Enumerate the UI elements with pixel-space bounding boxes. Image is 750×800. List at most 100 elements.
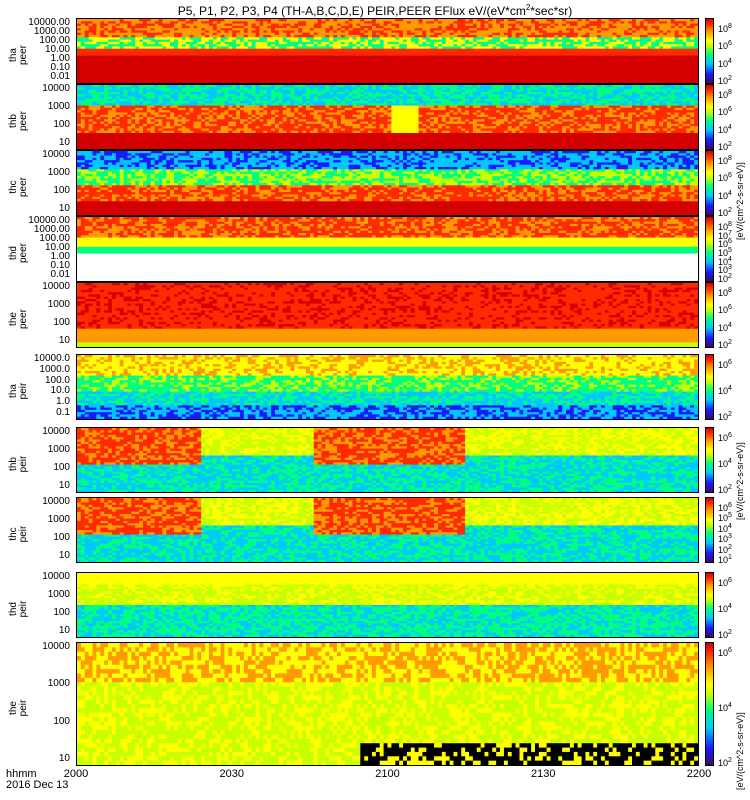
colorbar-tick-label: 102 bbox=[718, 206, 732, 218]
colorbar bbox=[705, 427, 714, 493]
colorbar-tick-label: 106 bbox=[718, 105, 732, 117]
colorbar bbox=[705, 497, 714, 563]
spectrogram-image bbox=[77, 428, 698, 492]
y-tick-label: 1.00 bbox=[51, 252, 70, 262]
y-tick-label: 1000 bbox=[48, 679, 70, 689]
y-tick-label: 100.00 bbox=[39, 36, 70, 46]
y-tick-label: 100 bbox=[53, 533, 70, 543]
y-tick-label: 1.0 bbox=[56, 397, 70, 407]
x-tick-label: 2100 bbox=[375, 768, 399, 780]
y-tick-label: 10000 bbox=[42, 84, 70, 94]
colorbar-tick-label: 108 bbox=[718, 154, 732, 166]
colorbar-tick-label: 106 bbox=[718, 237, 732, 249]
colorbar-tick-label: 104 bbox=[718, 321, 732, 333]
colorbar-tick-label: 104 bbox=[718, 384, 732, 396]
colorbar-tick-label: 106 bbox=[718, 576, 732, 588]
y-axis-label: tha peir bbox=[8, 376, 29, 406]
y-tick-label: 10.00 bbox=[45, 243, 70, 253]
colorbar-tick-label: 102 bbox=[718, 628, 732, 640]
spectrogram-image bbox=[77, 217, 698, 281]
y-tick-label: 10000 bbox=[42, 497, 70, 507]
y-axis-label: thc peir bbox=[8, 519, 29, 549]
colorbar-tick-label: 106 bbox=[718, 431, 732, 443]
y-tick-label: 1000 bbox=[48, 590, 70, 600]
spectrogram-the-peir bbox=[76, 642, 699, 766]
colorbar-tick-label: 104 bbox=[718, 189, 732, 201]
colorbar bbox=[705, 216, 714, 282]
spectrogram-tha-peer bbox=[76, 18, 699, 84]
colorbar-tick-label: 102 bbox=[718, 483, 732, 495]
colorbar-tick-label: 106 bbox=[718, 646, 732, 658]
y-tick-label: 10 bbox=[59, 481, 70, 491]
colorbar-tick-label: 103 bbox=[718, 532, 732, 544]
colorbar-tick-label: 102 bbox=[718, 756, 732, 768]
y-tick-label: 0.01 bbox=[51, 270, 70, 280]
colorbar-tick-label: 108 bbox=[718, 88, 732, 100]
spectrogram-image bbox=[77, 355, 698, 419]
y-axis-label: the peir bbox=[8, 693, 29, 723]
colorbar-tick-label: 104 bbox=[718, 123, 732, 135]
colorbar-tick-label: 102 bbox=[718, 272, 732, 284]
colorbar-unit-label: [eV/(cm^2-s-sr-eV)] bbox=[735, 712, 745, 790]
colorbar-tick-label: 103 bbox=[718, 263, 732, 275]
colorbar-unit-label: [eV/(cm^2-s-sr-eV)] bbox=[735, 442, 745, 520]
y-tick-label: 10 bbox=[59, 551, 70, 561]
colorbar-tick-label: 106 bbox=[718, 303, 732, 315]
colorbar bbox=[705, 84, 714, 150]
y-tick-label: 100 bbox=[53, 318, 70, 328]
y-axis-label: tha peer bbox=[8, 40, 29, 70]
y-tick-label: 1000 bbox=[48, 515, 70, 525]
spectrogram-thb-peir bbox=[76, 427, 699, 493]
y-tick-label: 10.0 bbox=[51, 386, 70, 396]
colorbar-tick-label: 106 bbox=[718, 171, 732, 183]
spectrogram-image bbox=[77, 573, 698, 637]
y-tick-label: 0.01 bbox=[51, 72, 70, 82]
x-tick-label: 2000 bbox=[64, 768, 88, 780]
y-tick-label: 100 bbox=[53, 120, 70, 130]
y-tick-label: 10000.00 bbox=[28, 18, 70, 28]
chart-title: P5, P1, P2, P3, P4 (TH-A,B,C,D,E) PEIR,P… bbox=[0, 0, 750, 19]
spectrogram-image bbox=[77, 85, 698, 149]
y-axis-label: the peer bbox=[8, 304, 29, 334]
y-tick-label: 10000 bbox=[42, 427, 70, 437]
colorbar-tick-label: 104 bbox=[718, 602, 732, 614]
x-axis-label-date: 2016 Dec 13 bbox=[6, 779, 68, 791]
colorbar-tick-label: 106 bbox=[718, 39, 732, 51]
spectrogram-thc-peir bbox=[76, 497, 699, 563]
y-tick-label: 10 bbox=[59, 138, 70, 148]
x-tick-label: 2130 bbox=[531, 768, 555, 780]
y-tick-label: 10000 bbox=[42, 572, 70, 582]
colorbar bbox=[705, 150, 714, 216]
colorbar-tick-label: 107 bbox=[718, 229, 732, 241]
y-tick-label: 1000 bbox=[48, 300, 70, 310]
y-axis-label: thd peer bbox=[8, 238, 29, 268]
spectrogram-image bbox=[77, 643, 698, 765]
y-tick-label: 1000.00 bbox=[34, 27, 70, 37]
y-tick-label: 1000 bbox=[48, 168, 70, 178]
y-tick-label: 100 bbox=[53, 716, 70, 727]
y-tick-label: 100 bbox=[53, 463, 70, 473]
y-axis-label: thb peer bbox=[8, 106, 29, 136]
y-tick-label: 10000 bbox=[42, 150, 70, 160]
colorbar bbox=[705, 354, 714, 420]
colorbar-tick-label: 102 bbox=[718, 74, 732, 86]
x-tick-label: 2030 bbox=[220, 768, 244, 780]
y-axis-label: thb peir bbox=[8, 449, 29, 479]
x-axis-label-time: hhmm bbox=[6, 768, 37, 780]
y-tick-label: 10000.00 bbox=[28, 216, 70, 226]
y-tick-label: 0.10 bbox=[51, 261, 70, 271]
colorbar-tick-label: 102 bbox=[718, 543, 732, 555]
spectrogram-thd-peer bbox=[76, 216, 699, 282]
y-tick-label: 1000 bbox=[48, 445, 70, 455]
y-tick-label: 10.00 bbox=[45, 45, 70, 55]
y-tick-label: 1000.0 bbox=[39, 364, 70, 375]
y-tick-label: 1.00 bbox=[51, 54, 70, 64]
colorbar-tick-label: 104 bbox=[718, 57, 732, 69]
colorbar bbox=[705, 18, 714, 84]
colorbar-tick-label: 106 bbox=[718, 501, 732, 513]
y-tick-label: 100.00 bbox=[39, 234, 70, 244]
y-tick-label: 10000.0 bbox=[34, 354, 70, 364]
colorbar-tick-label: 105 bbox=[718, 246, 732, 258]
y-tick-label: 0.1 bbox=[56, 408, 70, 418]
